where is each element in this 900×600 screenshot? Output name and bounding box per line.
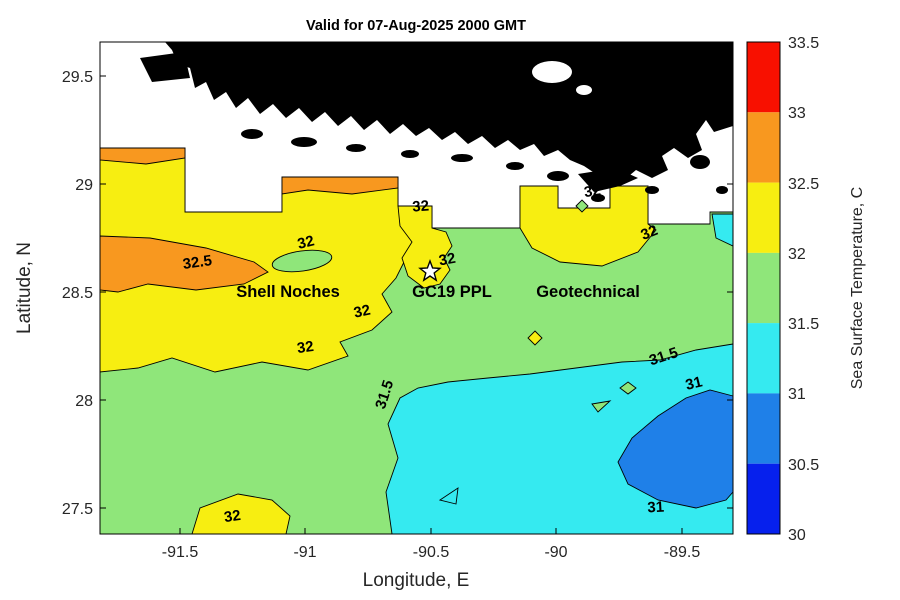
x-ticks [179, 42, 683, 534]
colorbar-tick-labels: 33.5 33 32.5 32 31.5 31 30.5 30 [788, 35, 819, 544]
site-label-geotechnical: Geotechnical [536, 283, 640, 301]
y-tick-label: 28 [75, 393, 93, 410]
contour-label: 32 [412, 197, 430, 215]
colorbar-band-30.5-31 [747, 393, 780, 464]
land-delta [578, 168, 638, 192]
contour-region-orange-top-strip [281, 176, 399, 195]
y-tick-label: 27.5 [62, 501, 93, 518]
contour-region-orange-west [99, 235, 269, 293]
contour-island-yellow-diamond [527, 330, 543, 346]
colorbar-tick: 30 [788, 527, 806, 544]
x-tick-label: -90 [544, 544, 567, 561]
y-tick-label: 28.5 [62, 285, 93, 302]
contour-label: 32.5 [182, 252, 213, 273]
x-axis-label: Longitude, E [363, 570, 470, 591]
contour-region-yellow-mid [397, 205, 453, 289]
contour-label: 32 [583, 182, 602, 201]
land-island-3 [346, 144, 366, 152]
colorbar-tick: 32 [788, 246, 806, 263]
x-tick-label: -91.5 [162, 544, 199, 561]
y-axis-label: Latitude, N [14, 242, 35, 334]
colorbar-title: Sea Surface Temperature, C [849, 187, 866, 389]
contour-region-yellow-ne [519, 185, 657, 267]
x-tick-label: -89.5 [664, 544, 701, 561]
contour-island-cyan-triangle [438, 487, 459, 505]
contour-island-green-1 [619, 381, 637, 395]
land-silhouette [140, 42, 733, 202]
y-tick-labels: 29.5 29 28.5 28 27.5 [62, 69, 93, 518]
land-main-coast [165, 42, 733, 184]
land-island-7 [547, 171, 569, 181]
land-island-8 [591, 194, 605, 202]
contour-hole-green-ne [575, 199, 589, 213]
y-ticks [100, 75, 733, 509]
contour-island-green-2 [591, 400, 612, 413]
colorbar-tick: 33 [788, 105, 806, 122]
land-island-10 [690, 155, 710, 169]
lake-pontchartrain [532, 61, 572, 83]
y-tick-label: 29.5 [62, 69, 93, 86]
colorbar-band-31.5-32 [747, 252, 780, 324]
site-label-shell-noches: Shell Noches [236, 283, 340, 301]
land-island-4 [401, 150, 419, 158]
colorbar-band-31-31.5 [747, 323, 780, 394]
land-island-11 [716, 186, 728, 194]
x-tick-label: -90.5 [413, 544, 450, 561]
contour-label: 31 [684, 373, 704, 394]
contour-label: 31 [647, 499, 665, 517]
land-island-9 [645, 186, 659, 194]
colorbar-tick: 33.5 [788, 35, 819, 52]
plot-title: Valid for 07-Aug-2025 2000 GMT [306, 18, 526, 34]
lake-small [576, 85, 592, 95]
land-island-2 [291, 137, 317, 147]
colorbar-border [746, 41, 781, 535]
land-island-6 [506, 162, 524, 170]
site-label-gc19-ppl: GC19 PPL [412, 283, 492, 301]
contour-label: 32 [352, 302, 372, 322]
colorbar: 33.5 33 32.5 32 31.5 31 30.5 30 Sea Surf… [746, 35, 866, 544]
colorbar-band-32.5-33 [747, 112, 780, 183]
contour-region-blue-se [617, 389, 734, 509]
land-west-chunk [140, 52, 190, 82]
plot-border [99, 41, 734, 535]
contour-field [99, 147, 734, 535]
x-tick-label: -91 [293, 544, 316, 561]
site-annotations: Shell Noches GC19 PPL Geotechnical [236, 258, 640, 301]
land-island-5 [451, 154, 473, 162]
colorbar-tick: 31 [788, 386, 806, 403]
land-island-1 [241, 129, 263, 139]
contour-label: 32 [223, 507, 242, 526]
colorbar-tick: 31.5 [788, 316, 819, 333]
y-tick-label: 29 [75, 177, 93, 194]
contour-label: 32 [438, 250, 457, 270]
contour-label: 32 [296, 338, 315, 357]
colorbar-band-30-30.5 [747, 463, 780, 534]
colorbar-band-32-32.5 [747, 182, 780, 253]
contour-hole-green-nw [271, 249, 333, 273]
x-tick-labels: -91.5 -91 -90.5 -90 -89.5 [162, 544, 701, 561]
axes [99, 41, 734, 535]
colorbar-tick: 30.5 [788, 457, 819, 474]
contour-label: 32 [638, 222, 660, 244]
contour-labels: 32.5 32 32 32 32 32 32 32 31.5 31.5 31 3… [182, 182, 704, 526]
contour-label: 32 [296, 232, 316, 253]
colorbar-band-33-33.5 [747, 42, 780, 113]
gc19-star-marker [418, 258, 442, 282]
colorbar-tick: 32.5 [788, 176, 819, 193]
